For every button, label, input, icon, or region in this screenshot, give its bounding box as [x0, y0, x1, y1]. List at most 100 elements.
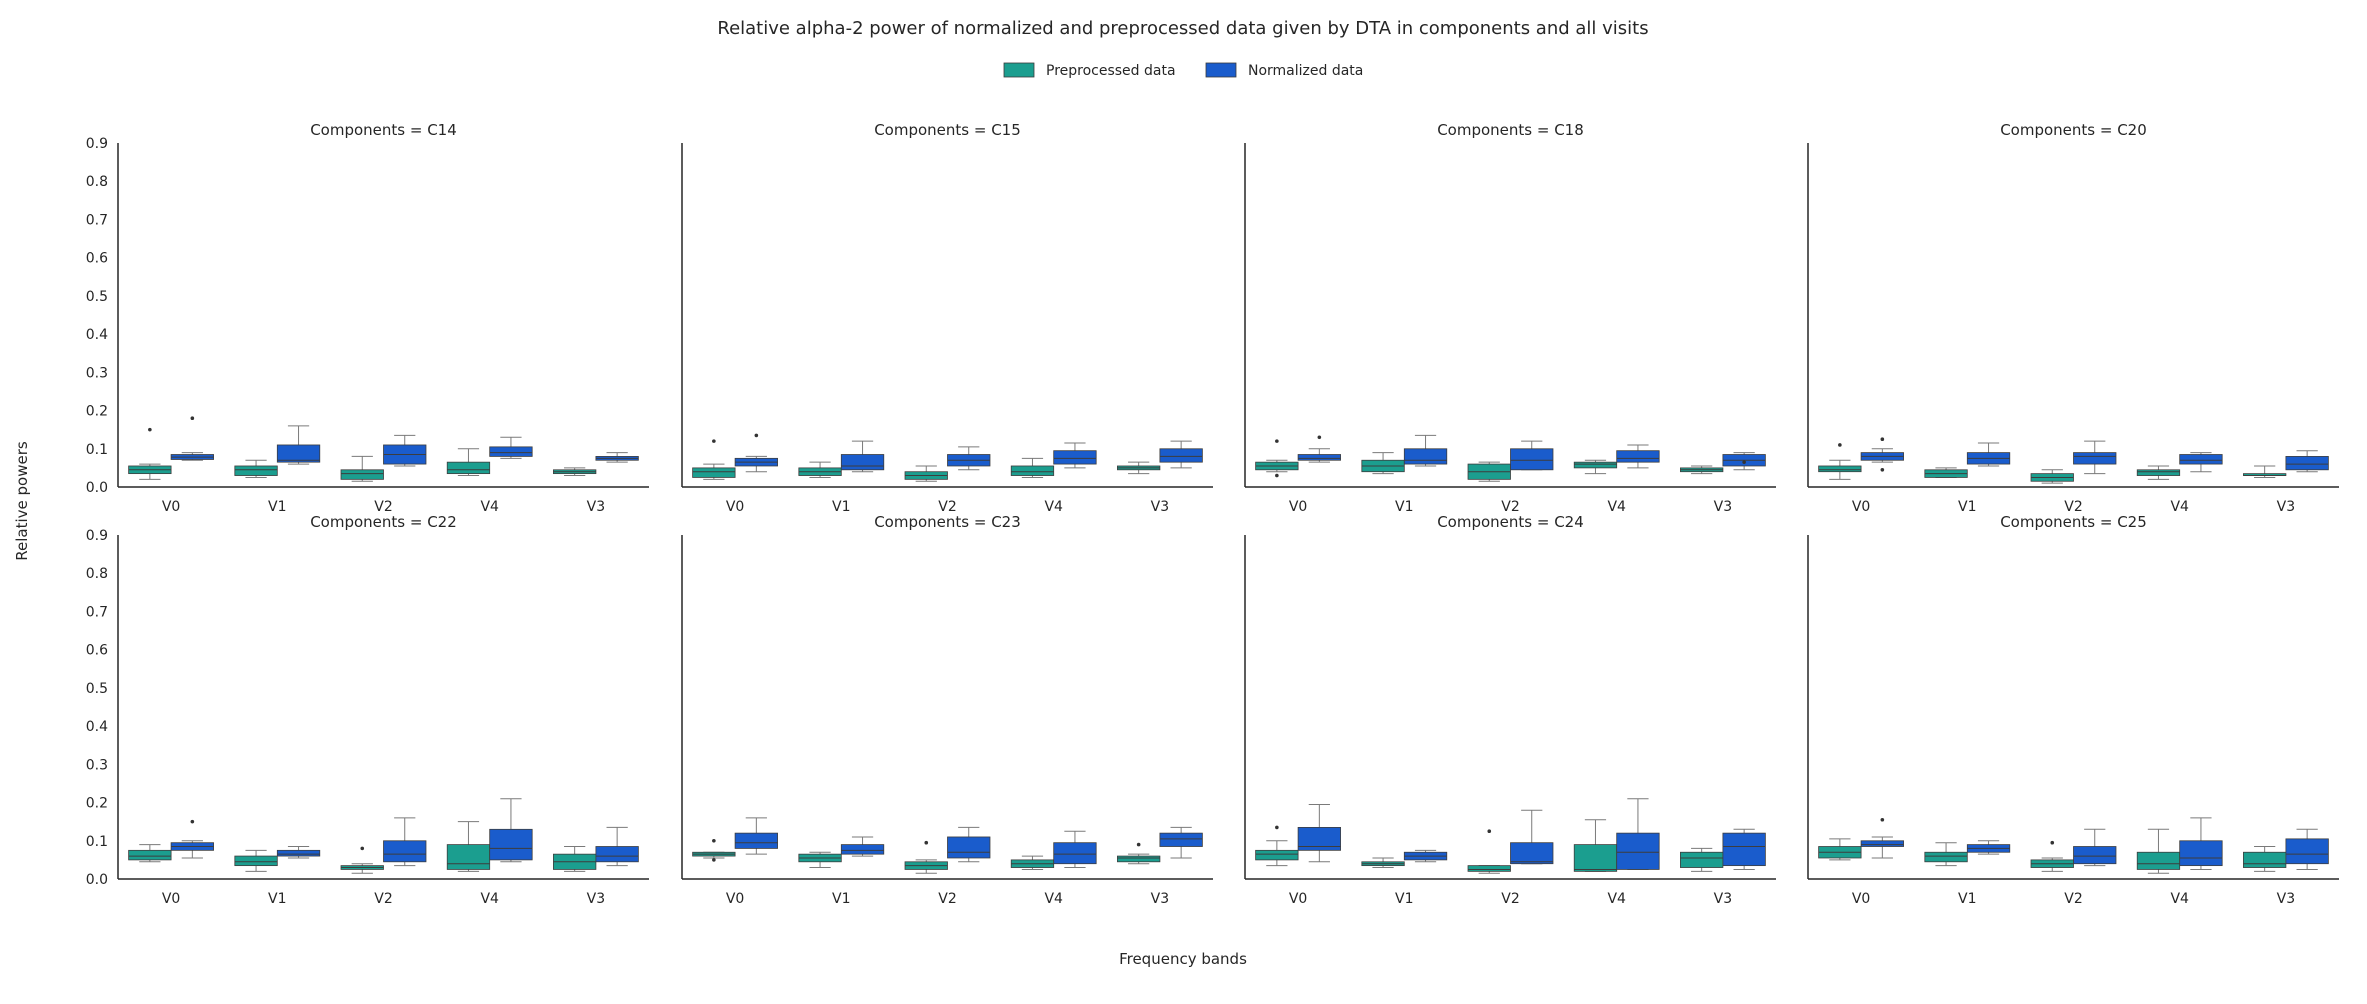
- box-iqr: [383, 840, 427, 863]
- box-preprocessed-V1: [234, 849, 278, 872]
- box-preprocessed-V1: [1361, 452, 1405, 475]
- panel-title: Components = C23: [874, 513, 1021, 531]
- box-normalized-V2: [1510, 440, 1554, 471]
- panel-title: Components = C14: [310, 121, 457, 139]
- x-tick-label: V3: [1151, 499, 1169, 515]
- box-preprocessed-V4: [1010, 457, 1055, 478]
- box-normalized-V3: [1159, 826, 1203, 859]
- x-tick-label: V3: [2277, 499, 2295, 515]
- y-tick-label: 0.6: [86, 643, 108, 659]
- box-preprocessed-V3: [1117, 461, 1161, 475]
- box-iqr: [1053, 450, 1097, 465]
- box-iqr: [489, 828, 533, 861]
- x-axis-label: Frequency bands: [1119, 950, 1247, 968]
- x-tick-label: V1: [268, 499, 286, 515]
- panel-4: Components = C20 V0 V1 V2 V4 V3: [1807, 121, 2339, 515]
- box-preprocessed-V1: [798, 851, 842, 869]
- panel-title: Components = C15: [874, 121, 1021, 139]
- outlier-point: [1275, 439, 1279, 443]
- box-iqr: [446, 461, 491, 475]
- x-tick-label: V4: [2170, 891, 2189, 907]
- box-preprocessed-V1: [1924, 467, 1968, 478]
- box-iqr: [1053, 842, 1097, 865]
- box-iqr: [2136, 851, 2181, 870]
- legend-label-preprocessed: Preprocessed data: [1046, 63, 1176, 79]
- x-tick-label: V2: [2064, 499, 2082, 515]
- box-iqr: [1510, 448, 1554, 471]
- box-normalized-V1: [276, 846, 321, 859]
- panel-title: Components = C22: [310, 513, 457, 531]
- outlier-point: [712, 838, 716, 843]
- outlier-point: [924, 840, 929, 845]
- legend: Preprocessed data Normalized data: [1003, 62, 1363, 79]
- box-preprocessed-V1: [234, 459, 278, 478]
- box-normalized-V4: [1616, 798, 1660, 870]
- legend-label-normalized: Normalized data: [1248, 63, 1363, 79]
- box-preprocessed-V3: [553, 467, 597, 477]
- y-tick-label: 0.3: [86, 365, 108, 381]
- y-tick-label: 0.3: [86, 757, 108, 773]
- box-normalized-V2: [383, 817, 427, 867]
- y-tick-label: 0.6: [86, 251, 108, 267]
- x-tick-label: V0: [726, 891, 744, 907]
- x-tick-label: V1: [1958, 499, 1976, 515]
- outlier-point: [1880, 468, 1885, 472]
- outlier-point: [190, 819, 195, 824]
- y-tick-label: 0.1: [86, 834, 108, 850]
- box-iqr: [128, 849, 172, 861]
- x-tick-label: V2: [374, 499, 392, 515]
- box-preprocessed-V2: [1467, 461, 1511, 482]
- x-tick-label: V0: [726, 499, 744, 515]
- panel-3: Components = C18 V0 V1 V2 V4 V3: [1244, 121, 1776, 515]
- box-iqr: [1573, 461, 1618, 469]
- legend-swatch-normalized: [1205, 62, 1237, 78]
- x-tick-label: V2: [938, 499, 956, 515]
- box-iqr: [2073, 452, 2117, 465]
- box-iqr: [340, 469, 384, 480]
- box-iqr: [2179, 454, 2223, 465]
- panel-title: Components = C18: [1437, 121, 1584, 139]
- outlier-point: [360, 846, 365, 851]
- panel-title: Components = C24: [1437, 513, 1584, 531]
- box-iqr: [1680, 851, 1724, 868]
- box-preprocessed-V1: [798, 461, 842, 478]
- box-normalized-V1: [1403, 434, 1448, 467]
- box-preprocessed-V4: [446, 821, 491, 872]
- panel-title: Components = C20: [2000, 121, 2147, 139]
- x-tick-label: V3: [2277, 891, 2295, 907]
- x-tick-label: V3: [1151, 891, 1169, 907]
- x-tick-label: V1: [1395, 891, 1413, 907]
- box-normalized-V4: [1616, 444, 1660, 469]
- x-tick-label: V0: [1852, 891, 1870, 907]
- chart-title: Relative alpha-2 power of normalized and…: [717, 18, 1648, 39]
- x-tick-label: V3: [587, 499, 605, 515]
- box-iqr: [1467, 865, 1511, 872]
- outlier-point: [1275, 473, 1279, 478]
- panel-7: Components = C24 V0 V1 V2 V4 V3: [1244, 513, 1776, 907]
- outlier-point: [1880, 437, 1885, 442]
- box-preprocessed-V2: [2030, 840, 2074, 872]
- box-preprocessed-V3: [2243, 846, 2287, 872]
- x-tick-label: V4: [1607, 499, 1626, 515]
- box-normalized-V0: [1297, 435, 1341, 463]
- box-normalized-V0: [734, 817, 778, 855]
- outlier-point: [1136, 842, 1141, 847]
- box-normalized-V3: [595, 826, 639, 867]
- box-preprocessed-V0: [1255, 825, 1299, 867]
- x-tick-label: V4: [1607, 891, 1626, 907]
- box-preprocessed-V4: [1573, 819, 1618, 872]
- panel-2: Components = C15 V0 V1 V2 V4 V3: [681, 121, 1213, 515]
- box-iqr: [446, 844, 491, 870]
- x-tick-label: V3: [1714, 891, 1732, 907]
- x-tick-label: V1: [832, 891, 850, 907]
- box-normalized-V3: [2285, 828, 2329, 870]
- y-tick-label: 0.7: [86, 604, 108, 620]
- x-tick-label: V3: [1714, 499, 1732, 515]
- box-preprocessed-V3: [1680, 847, 1724, 872]
- box-normalized-V2: [2073, 440, 2117, 475]
- y-tick-label: 0.9: [86, 136, 108, 152]
- outlier-point: [1880, 817, 1885, 822]
- y-tick-label: 0.8: [86, 566, 108, 582]
- y-tick-label: 0.9: [86, 528, 108, 544]
